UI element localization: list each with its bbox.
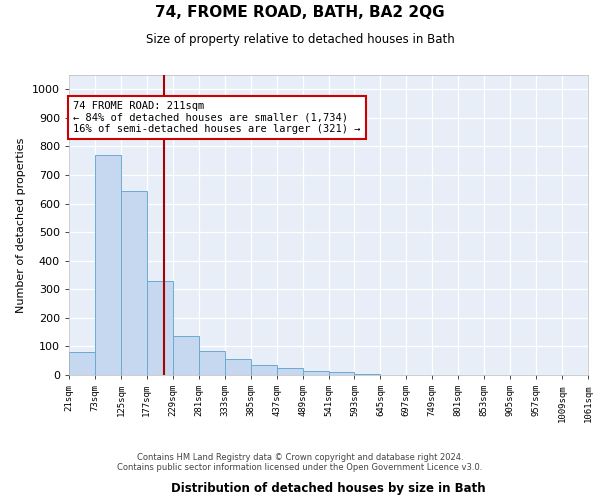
Bar xyxy=(95,155,121,375)
Bar xyxy=(121,190,147,375)
Bar xyxy=(69,352,95,375)
Bar xyxy=(147,280,173,375)
Y-axis label: Number of detached properties: Number of detached properties xyxy=(16,138,26,312)
Text: Contains HM Land Registry data © Crown copyright and database right 2024.
Contai: Contains HM Land Registry data © Crown c… xyxy=(118,453,482,472)
Bar xyxy=(224,360,251,375)
Bar xyxy=(302,370,329,375)
Bar xyxy=(277,368,302,375)
Bar xyxy=(355,374,380,375)
Bar xyxy=(329,372,355,375)
Text: Size of property relative to detached houses in Bath: Size of property relative to detached ho… xyxy=(146,32,454,46)
Text: Distribution of detached houses by size in Bath: Distribution of detached houses by size … xyxy=(172,482,486,495)
Text: 74 FROME ROAD: 211sqm
← 84% of detached houses are smaller (1,734)
16% of semi-d: 74 FROME ROAD: 211sqm ← 84% of detached … xyxy=(73,100,361,134)
Bar xyxy=(251,365,277,375)
Bar xyxy=(173,336,199,375)
Text: 74, FROME ROAD, BATH, BA2 2QG: 74, FROME ROAD, BATH, BA2 2QG xyxy=(155,5,445,20)
Bar xyxy=(199,350,224,375)
